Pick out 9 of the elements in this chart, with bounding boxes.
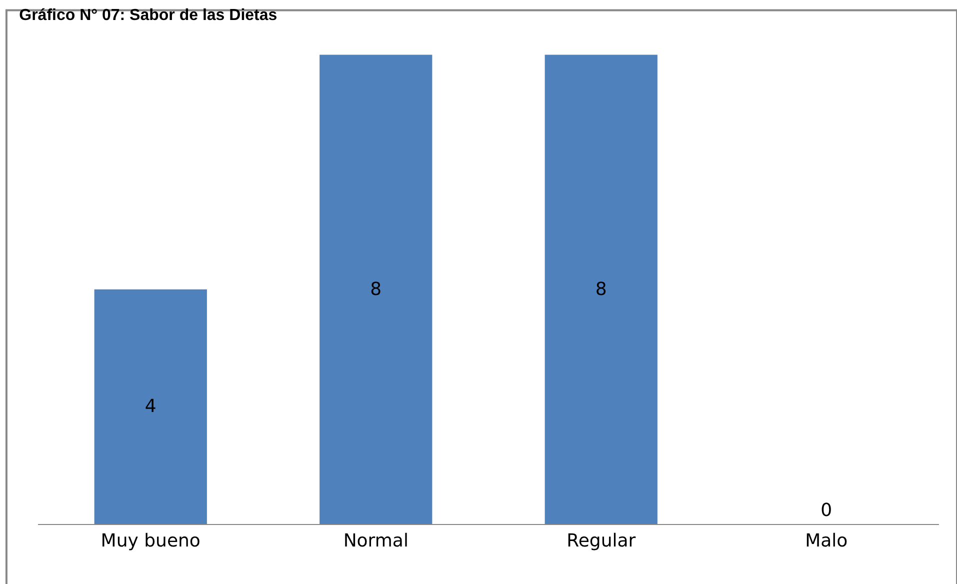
data-label: 8 [370,278,382,300]
chart-title: Gráfico N° 07: Sabor de las Dietas [19,6,278,24]
data-label: 0 [820,500,832,521]
data-label: 4 [144,396,156,418]
x-tick-label: Malo [805,530,848,552]
data-label: 8 [595,278,607,300]
x-tick-label: Regular [566,530,636,552]
x-tick-label: Normal [343,530,408,552]
x-tick-label: Muy bueno [100,530,200,552]
